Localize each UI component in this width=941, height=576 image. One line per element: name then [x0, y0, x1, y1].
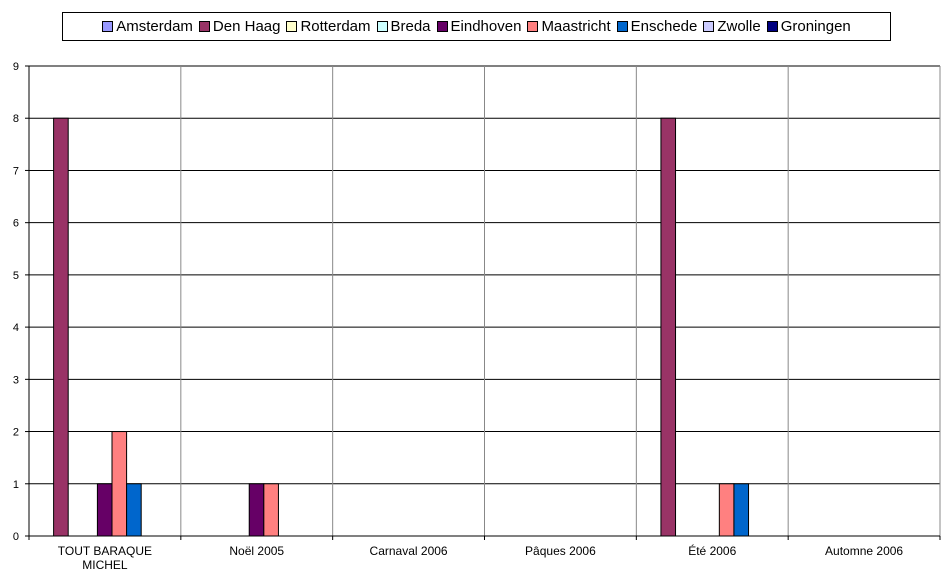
x-category-label: Carnaval 2006 [370, 544, 448, 558]
legend-swatch [286, 21, 298, 32]
legend-label: Groningen [780, 18, 851, 35]
legend-item: Rotterdam [286, 18, 371, 35]
legend-item: Breda [376, 18, 431, 35]
y-tick-label: 3 [13, 374, 19, 386]
bar-maastricht [111, 431, 128, 537]
legend-label: Den Haag [212, 18, 281, 35]
legend-label: Eindhoven [450, 18, 522, 35]
legend-label: Enschede [630, 18, 698, 35]
legend-swatch [766, 21, 778, 32]
legend-item: Amsterdam [102, 18, 193, 35]
y-tick-label: 0 [13, 531, 19, 543]
bar-enschede [126, 483, 142, 537]
legend-item: Enschede [616, 18, 698, 35]
legend-item: Eindhoven [436, 18, 522, 35]
x-category-label: TOUT BARAQUE [58, 544, 152, 558]
legend-label: Breda [390, 18, 431, 35]
legend-label: Amsterdam [116, 18, 193, 35]
legend-item: Den Haag [198, 18, 281, 35]
legend: Amsterdam Den Haag Rotterdam Breda Eindhoven… [62, 12, 891, 41]
bar-maastricht [263, 483, 279, 537]
x-category-label: Été 2006 [688, 543, 736, 558]
legend-item: Zwolle [703, 18, 761, 35]
y-tick-label: 6 [13, 218, 19, 230]
legend-label: Rotterdam [300, 18, 371, 35]
x-category-label: Pâques 2006 [525, 544, 596, 558]
legend-label: Maastricht [541, 18, 611, 35]
bar-eindhoven [248, 483, 265, 537]
y-tick-label: 1 [13, 479, 19, 491]
legend-swatch [376, 21, 388, 32]
y-tick-label: 2 [13, 427, 19, 439]
legend-swatch [616, 21, 628, 32]
legend-swatch [703, 21, 715, 32]
y-tick-label: 4 [13, 322, 19, 334]
legend-swatch [527, 21, 539, 32]
legend-swatch [436, 21, 448, 32]
bar-den-haag [660, 117, 677, 537]
bar-den-haag [53, 117, 69, 537]
x-category-label: Noël 2005 [229, 544, 284, 558]
y-tick-label: 7 [13, 165, 19, 177]
bar-enschede [733, 483, 750, 537]
y-tick-label: 8 [13, 113, 19, 125]
bar-maastricht [718, 483, 735, 537]
legend-swatch [198, 21, 210, 32]
legend-item: Maastricht [527, 18, 611, 35]
x-category-label: Automne 2006 [825, 544, 903, 558]
bar-eindhoven [96, 483, 113, 537]
legend-swatch [102, 21, 114, 32]
legend-item: Groningen [766, 18, 851, 35]
x-category-label: MICHEL [82, 558, 128, 572]
y-tick-label: 9 [13, 61, 19, 73]
legend-label: Zwolle [717, 18, 761, 35]
y-tick-label: 5 [13, 270, 19, 282]
